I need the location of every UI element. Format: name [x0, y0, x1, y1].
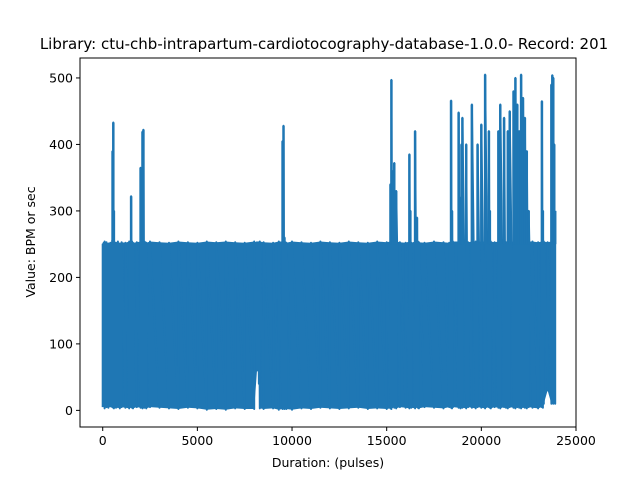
plot-frame	[79, 57, 577, 428]
y-tick-label: 0	[65, 403, 73, 418]
y-tick-label: 400	[49, 137, 73, 152]
y-tick-label: 300	[49, 203, 73, 218]
y-axis-label: Value: BPM or sec	[23, 186, 38, 297]
x-tick-label: 5000	[181, 433, 213, 448]
x-tick-label: 0	[99, 433, 107, 448]
y-tick-label: 200	[49, 270, 73, 285]
x-axis-label: Duration: (pulses)	[272, 455, 384, 470]
x-tick-label: 10000	[272, 433, 312, 448]
x-tick-label: 15000	[367, 433, 407, 448]
x-tick-label: 20000	[461, 433, 501, 448]
chart-title: Library: ctu-chb-intrapartum-cardiotocog…	[40, 35, 608, 53]
plot-area	[101, 73, 557, 411]
y-tick-label: 500	[49, 70, 73, 85]
x-tick-label: 25000	[556, 433, 596, 448]
series-line	[101, 73, 557, 411]
y-tick-label: 100	[49, 336, 73, 351]
x-axis-ticks: 0 5000 10000 15000 20000 25000	[99, 427, 596, 448]
y-axis-ticks: 0 100 200 300 400 500	[49, 70, 80, 418]
